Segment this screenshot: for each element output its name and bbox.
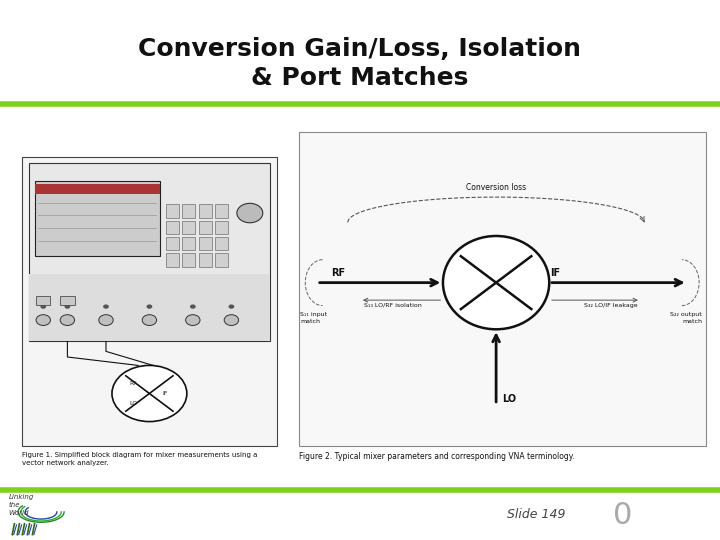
Bar [299,132,706,446]
Text: IF: IF [163,391,168,396]
Text: RF: RF [130,381,138,386]
Circle shape [103,305,109,309]
Text: S₃₂ LO/IF leakage: S₃₂ LO/IF leakage [584,303,637,308]
Bar [166,221,179,234]
Text: LO: LO [502,394,516,404]
Bar [199,205,212,218]
Bar [215,205,228,218]
Circle shape [40,305,46,309]
Text: IF: IF [551,268,561,278]
Text: Linking: Linking [9,494,34,500]
Circle shape [112,366,187,422]
Circle shape [99,315,113,326]
Bar [166,237,179,251]
Bar [60,296,75,305]
Ellipse shape [443,236,549,329]
Text: the: the [9,502,20,508]
Text: S₂₂ output
match: S₂₂ output match [670,312,702,323]
Bar [29,163,270,341]
Bar [36,296,50,305]
Text: S₁₁ input
match: S₁₁ input match [300,312,328,323]
Circle shape [143,315,157,326]
Text: LO: LO [130,401,138,406]
Text: 0: 0 [613,501,632,530]
Bar [182,253,195,267]
Circle shape [228,305,234,309]
Circle shape [224,315,238,326]
Circle shape [36,315,50,326]
Text: Figure 1. Simplified block diagram for mixer measurements using a
vector network: Figure 1. Simplified block diagram for m… [22,452,257,466]
Text: Conversion Gain/Loss, Isolation: Conversion Gain/Loss, Isolation [138,37,582,60]
Text: & Port Matches: & Port Matches [251,66,469,90]
Bar [166,205,179,218]
Bar [35,184,160,194]
Circle shape [65,305,71,309]
Text: Conversion loss: Conversion loss [466,183,526,192]
Bar [29,274,270,341]
Circle shape [186,315,200,326]
Text: S₁₃ LO/RF isolation: S₁₃ LO/RF isolation [364,303,421,308]
Bar [215,237,228,251]
Circle shape [147,305,153,309]
Bar [199,253,212,267]
Text: Slide 149: Slide 149 [507,508,566,521]
Circle shape [237,204,263,223]
Text: World: World [9,510,29,516]
Bar [182,205,195,218]
Bar [35,181,160,256]
Text: Figure 2. Typical mixer parameters and corresponding VNA terminology.: Figure 2. Typical mixer parameters and c… [299,452,575,461]
Circle shape [60,315,75,326]
Bar [199,237,212,251]
Circle shape [190,305,196,309]
Bar [199,221,212,234]
Bar [22,157,277,446]
Text: RF: RF [331,268,346,278]
Bar [215,221,228,234]
Bar [215,253,228,267]
Bar [166,253,179,267]
Bar [182,221,195,234]
Bar [182,237,195,251]
